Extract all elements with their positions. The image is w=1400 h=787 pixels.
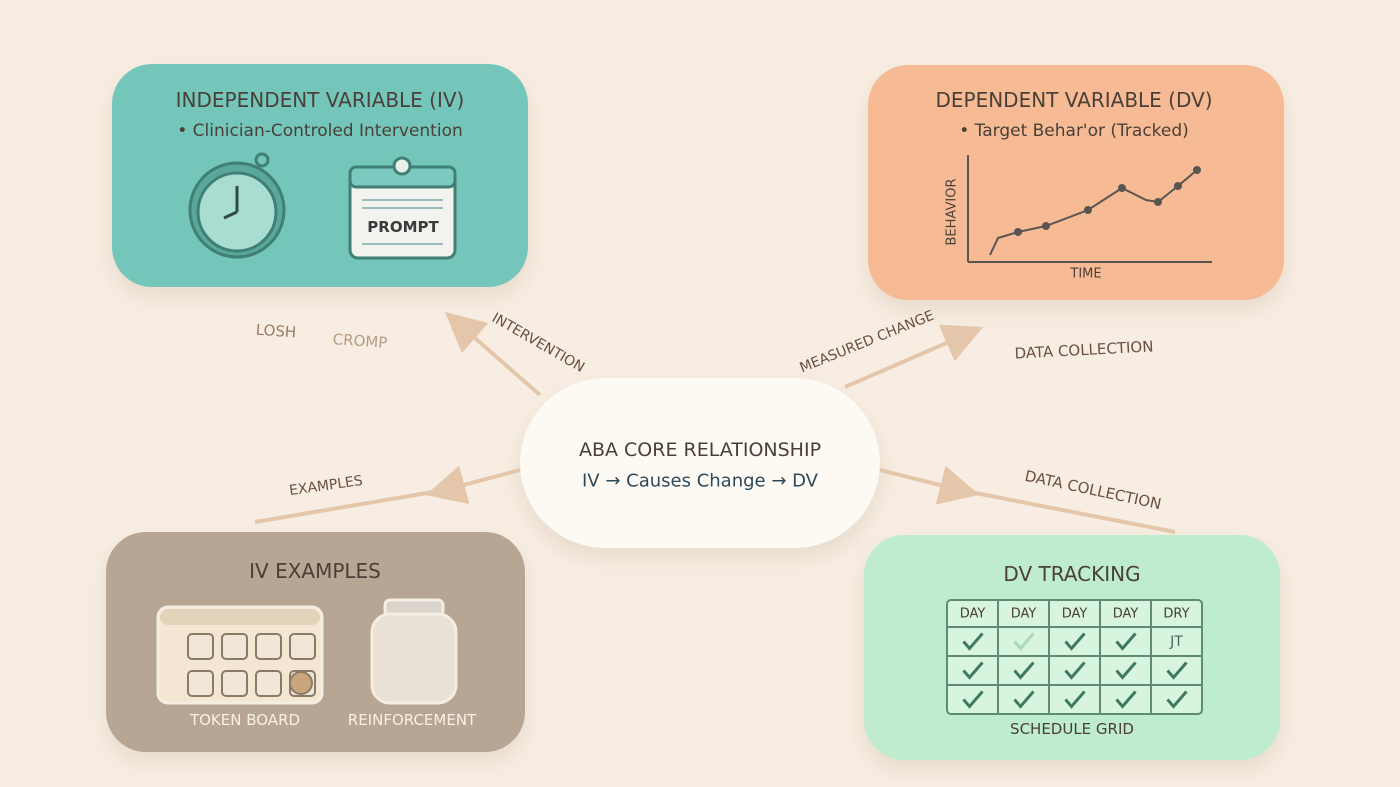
check-mark [1013,690,1035,709]
grid-header: DAY [1010,606,1037,621]
dv-box [868,65,1284,300]
chart-y-label: BEHAVIOR [944,178,960,246]
prompt-label: PROMPT [367,218,439,236]
check-mark [962,690,984,709]
check-mark [962,661,984,680]
token [289,671,313,695]
grid-header: DAY [959,606,986,621]
dv-bullet: • Target Behar'or (Tracked) [959,121,1189,141]
token-slot [289,633,316,660]
center-relation: IV → Causes Change → DV [581,470,819,492]
iv-title: INDEPENDENT VARIABLE (IV) [175,88,465,112]
token-slot [255,670,282,697]
check-mark [1013,661,1035,680]
grid-caption: SCHEDULE GRID [1010,720,1134,738]
example-label: TOKEN BOARD [189,711,301,729]
dv-title: DEPENDENT VARIABLE (DV) [935,88,1213,112]
token-slot [221,633,248,660]
clock-icon [188,152,286,259]
center-title: ABA CORE RELATIONSHIP [578,439,822,461]
grid-header: DRY [1163,606,1190,621]
behavior-chart-icon [967,155,1212,263]
token-slot [255,633,282,660]
token-slot [187,633,214,660]
prompt-card-icon [348,156,457,260]
token-slot [187,670,214,697]
iv-examples-title: IV EXAMPLES [249,559,381,583]
check-mark [1064,632,1086,651]
check-mark [1064,690,1086,709]
dv-tracking-title: DV TRACKING [1003,562,1141,586]
schedule-grid-icon [946,599,1203,715]
check-mark [1115,632,1137,651]
iv-box [112,64,528,287]
check-mark [1115,661,1137,680]
grid-cell-note: JT [1170,633,1183,650]
check-mark [1166,690,1188,709]
token-slot [221,670,248,697]
token-board-icon [156,605,324,705]
check-mark [962,632,984,651]
reinforcement-jar-icon [370,598,458,705]
center-node [520,378,880,548]
stray-label: CROMP [332,330,388,352]
check-mark [1013,632,1035,651]
arrows [254,311,1176,534]
grid-header: DAY [1061,606,1088,621]
grid-header: DAY [1112,606,1139,621]
iv-bullet: • Clinician-Controled Intervention [177,121,463,141]
chart-x-label: TIME [1070,266,1102,282]
check-mark [1064,661,1086,680]
stray-label: LOSH [255,320,297,342]
check-mark [1166,661,1188,680]
example-label: REINFORCEMENT [347,711,477,729]
check-mark [1115,690,1137,709]
